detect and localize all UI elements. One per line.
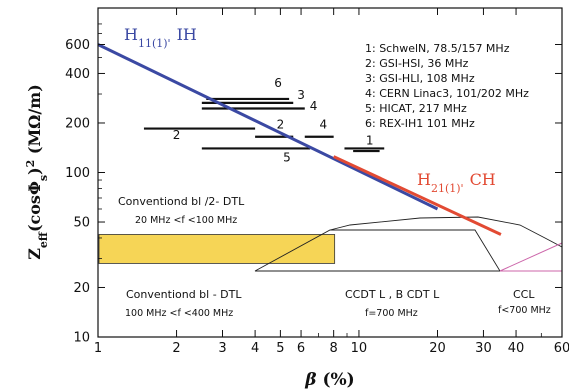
x-tick-label: 10 <box>351 341 368 356</box>
x-tick-label: 40 <box>508 341 525 356</box>
y-tick-label: 20 <box>73 281 90 296</box>
region-title-ccl: CCL <box>513 288 535 301</box>
y-tick-label: 50 <box>73 216 90 231</box>
bar-number-label: 1 <box>366 133 374 147</box>
x-axis-title: β (%) <box>304 370 354 390</box>
region-sub-dtl: 100 MHz <f <400 MHz <box>125 308 233 319</box>
y-tick-label: 400 <box>65 67 90 82</box>
region-sub-dtl2: 20 MHz <f <100 MHz <box>135 215 237 226</box>
region-title-dtl2: Conventiond bl /2- DTL <box>118 195 245 208</box>
y-tick-label: 200 <box>65 116 90 131</box>
y-tick-label: 10 <box>73 331 90 346</box>
series-line-1 <box>333 155 502 236</box>
legend-entry: 4: CERN Linac3, 101/202 MHz <box>365 87 529 100</box>
region-sub-ccdtl: f=700 MHz <box>365 308 418 319</box>
x-tick-label: 60 <box>554 341 569 356</box>
axes <box>97 7 563 338</box>
legend-entry: 1: SchwelN, 78.5/157 MHz <box>365 42 510 55</box>
region-sub-ccl: f<700 MHz <box>498 305 551 316</box>
y-axis-title: Zeff(cosΦs)2 (MΩ/m) <box>24 84 50 260</box>
x-tick-label: 20 <box>429 341 446 356</box>
x-tick-label: 5 <box>276 341 284 356</box>
y-tick-label: 100 <box>65 166 90 181</box>
curve-label-ih: H11(1)' IH <box>124 25 197 50</box>
ccl-boundary-line <box>499 242 563 272</box>
plot-area <box>97 43 563 272</box>
legend-entry: 5: HICAT, 217 MHz <box>365 102 467 115</box>
x-tick-label: 30 <box>475 341 492 356</box>
x-tick-label: 4 <box>251 341 259 356</box>
legend-entry: 3: GSI-HLI, 108 MHz <box>365 72 475 85</box>
curve-label-ch: H21(1)' CH <box>417 170 496 195</box>
bar-number-label: 2 <box>173 128 181 142</box>
bar-number-label: 4 <box>319 118 327 132</box>
legend-entry: 6: REX-IH1 101 MHz <box>365 117 475 130</box>
y-tick-label: 600 <box>65 38 90 53</box>
bar-number-label: 4 <box>310 99 318 113</box>
x-tick-label: 2 <box>172 341 180 356</box>
x-tick-label: 8 <box>330 341 338 356</box>
region-outline <box>254 229 501 272</box>
region-band <box>98 234 336 264</box>
region-title-dtl: Conventiond bl - DTL <box>126 288 242 301</box>
bar-number-label: 2 <box>277 118 285 132</box>
region-envelope <box>329 216 563 248</box>
x-tick-label: 1 <box>94 341 102 356</box>
x-tick-label: 3 <box>218 341 226 356</box>
bar-number-label: 3 <box>297 88 305 102</box>
legend-entry: 2: GSI-HSI, 36 MHz <box>365 57 469 70</box>
series-line-0 <box>97 43 439 211</box>
region-title-ccdtl: CCDT L , B CDT L <box>345 288 440 301</box>
x-tick-label: 6 <box>297 341 305 356</box>
bar-number-label: 6 <box>274 76 282 90</box>
bar-number-label: 5 <box>283 150 291 164</box>
